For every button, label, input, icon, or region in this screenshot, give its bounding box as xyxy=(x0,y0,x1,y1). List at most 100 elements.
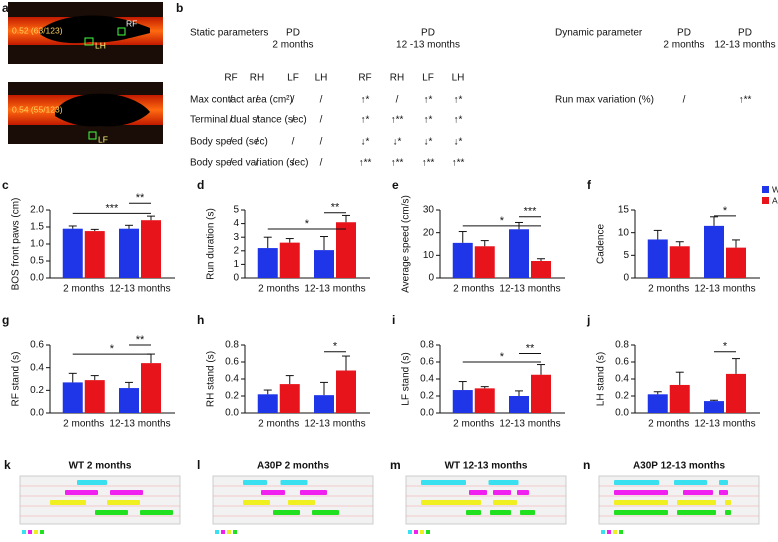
stance-bar xyxy=(288,500,315,505)
legend-swatch xyxy=(420,530,424,534)
column-group-header: 2 months xyxy=(272,40,313,51)
bar xyxy=(704,225,724,278)
y-tick-label: 0.0 xyxy=(30,408,44,419)
stance-bar xyxy=(280,480,308,485)
gait-diagram: k WT 2 months xyxy=(4,458,181,534)
panel-letter: i xyxy=(392,313,395,327)
y-tick-label: 0 xyxy=(233,273,239,284)
y-tick-label: 10 xyxy=(618,227,630,238)
panel-letter: l xyxy=(197,458,200,472)
column-group-header: 12-13 months xyxy=(714,40,775,51)
bar xyxy=(62,382,83,413)
y-tick-label: 0.0 xyxy=(615,408,629,419)
legend-swatch xyxy=(601,530,605,534)
y-tick-label: 0 xyxy=(623,273,629,284)
x-tick-label: 2 months xyxy=(648,284,689,295)
y-tick-label: 5 xyxy=(233,205,239,216)
ratio-label: 0.52 (63/123) xyxy=(12,25,63,35)
x-tick-label: 12-13 months xyxy=(109,284,170,295)
row-label: Run max variation (%) xyxy=(555,95,654,106)
table-cell: ↑* xyxy=(454,115,463,126)
row-label: Body speed (sec) xyxy=(190,137,268,148)
table-cell: ↑* xyxy=(361,95,370,106)
table-cell: ↓* xyxy=(424,137,433,148)
stance-bar xyxy=(614,500,668,505)
y-tick-label: 2 xyxy=(233,245,239,256)
y-tick-label: 5 xyxy=(623,250,629,261)
panel-title: WT 2 months xyxy=(69,461,132,472)
table-cell: ↑** xyxy=(452,158,465,169)
table-cell: / xyxy=(230,137,233,148)
y-tick-label: 0.8 xyxy=(615,340,629,351)
column-header: RF xyxy=(224,73,237,84)
x-tick-label: 12-13 months xyxy=(499,284,560,295)
bar-chart: d Run duration (s) 0 1 2 3 4 5 2 months 12-13 mon… xyxy=(197,178,370,295)
table-cell: ↑* xyxy=(424,95,433,106)
y-axis-title: Cadence xyxy=(596,224,607,264)
y-tick-label: 0.4 xyxy=(420,374,434,385)
legend-swatch xyxy=(215,530,219,534)
table-cell: / xyxy=(230,158,233,169)
legend-swatch xyxy=(28,530,32,534)
bar xyxy=(531,261,551,278)
table-cell: / xyxy=(230,95,233,106)
y-axis-title: RH stand (s) xyxy=(206,351,217,407)
y-tick-label: 0 xyxy=(428,273,434,284)
x-tick-label: 2 months xyxy=(258,419,299,430)
panel-letter: f xyxy=(587,178,592,192)
y-tick-label: 3 xyxy=(233,232,239,243)
bar xyxy=(279,384,300,413)
column-header: LF xyxy=(287,73,299,84)
stance-bar xyxy=(683,490,713,495)
column-header: LF xyxy=(422,73,434,84)
significance-label: * xyxy=(723,341,728,353)
bar xyxy=(314,250,334,278)
stance-bar xyxy=(312,510,339,515)
bar-chart: i LF stand (s) 0.0 0.2 0.4 0.6 0.8 2 months 12-1… xyxy=(392,313,565,430)
legend-label: WT xyxy=(772,184,778,194)
legend-swatch xyxy=(762,186,769,193)
table-cell: / xyxy=(256,137,259,148)
bar xyxy=(704,401,724,413)
table-cell: ↑** xyxy=(739,95,752,106)
row-label: Terminal dual stance (sec) xyxy=(190,115,307,126)
y-axis-title: Average speed (cm/s) xyxy=(401,195,412,293)
y-tick-label: 2.0 xyxy=(30,205,44,216)
y-axis-title: Run duration (s) xyxy=(206,208,217,280)
gait-diagram: m WT 12-13 months xyxy=(390,458,567,534)
table-cell: / xyxy=(292,115,295,126)
y-tick-label: 1.5 xyxy=(30,222,44,233)
stance-bar xyxy=(421,480,466,485)
paw-label: RF xyxy=(126,18,137,28)
stance-bar xyxy=(488,480,519,485)
x-tick-label: 12-13 months xyxy=(694,284,755,295)
table-cell: ↑** xyxy=(422,158,435,169)
y-tick-label: 0.4 xyxy=(30,362,44,373)
table-cell: ↑** xyxy=(391,158,404,169)
y-tick-label: 1 xyxy=(233,259,239,270)
significance-label: *** xyxy=(105,202,119,214)
table-cell: ↓* xyxy=(361,137,370,148)
paw-label: LF xyxy=(98,134,108,144)
legend-swatch xyxy=(40,530,44,534)
table-cell: / xyxy=(256,115,259,126)
y-axis-title: RF stand (s) xyxy=(11,351,22,406)
y-axis-title: LF stand (s) xyxy=(401,352,412,405)
table-cell: ↑* xyxy=(424,115,433,126)
x-tick-label: 2 months xyxy=(258,284,299,295)
stance-bar xyxy=(110,490,143,495)
table-cell: / xyxy=(292,95,295,106)
table-cell: / xyxy=(230,115,233,126)
footprint-image: 0.52 (63/123) RF LH xyxy=(8,2,163,64)
stance-bar xyxy=(725,500,731,505)
stance-bar xyxy=(493,500,517,505)
y-tick-label: 4 xyxy=(233,218,239,229)
significance-label: * xyxy=(305,218,310,230)
significance-label: ** xyxy=(526,342,535,354)
stance-bar xyxy=(614,480,659,485)
y-tick-label: 0.2 xyxy=(30,385,44,396)
table-cell: / xyxy=(683,95,686,106)
panel-letter: g xyxy=(2,313,9,327)
x-tick-label: 2 months xyxy=(63,419,104,430)
y-tick-label: 0.2 xyxy=(615,391,629,402)
